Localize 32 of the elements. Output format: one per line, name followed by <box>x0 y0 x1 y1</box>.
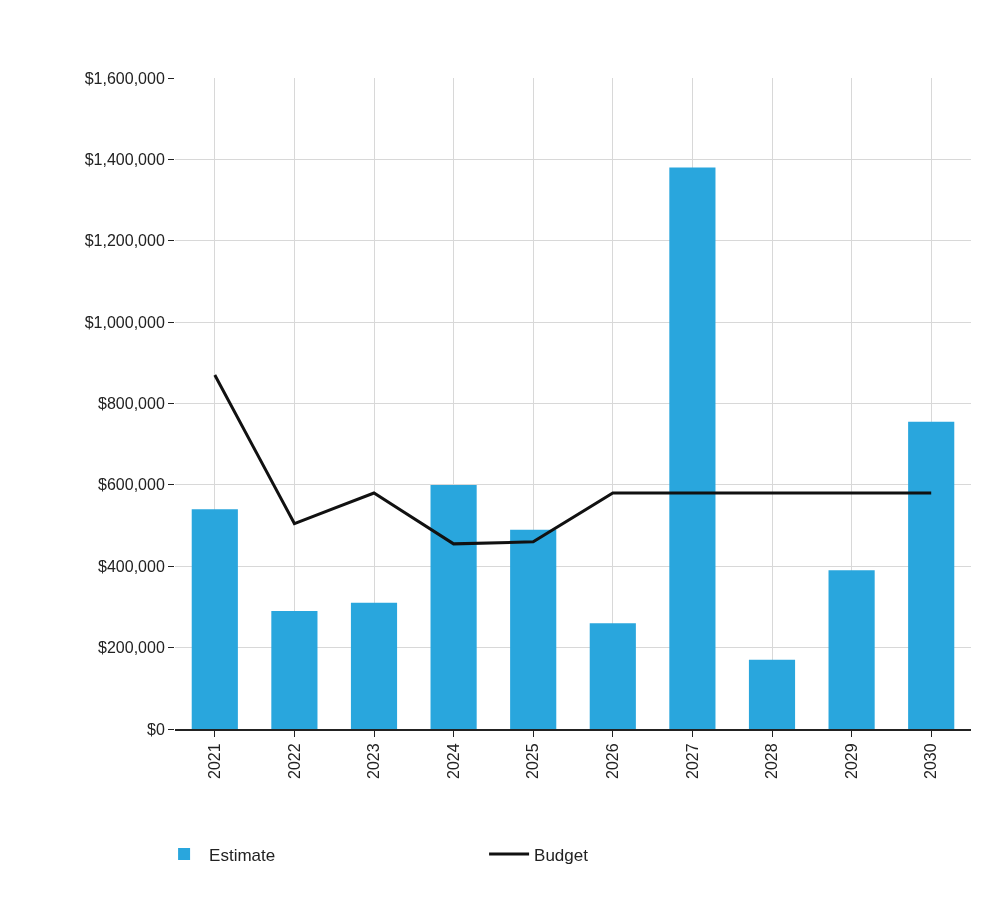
bar <box>748 659 796 729</box>
bar <box>271 611 318 729</box>
y-tick-label: $1,200,000 <box>84 232 165 250</box>
x-tick-label: 2028 <box>763 743 781 779</box>
x-tick-label: 2029 <box>842 743 860 779</box>
y-tick-label: $400,000 <box>98 557 165 575</box>
bar <box>510 529 557 729</box>
y-tick-label: $1,400,000 <box>84 150 165 168</box>
bar <box>828 570 875 729</box>
line-series <box>213 373 933 546</box>
legend-label: Budget <box>534 845 589 865</box>
bar <box>350 602 398 729</box>
x-tick-label: 2030 <box>922 743 940 779</box>
y-tick-label: $1,000,000 <box>84 313 165 331</box>
y-tick-label: $800,000 <box>98 395 165 413</box>
x-tick-label: 2024 <box>444 743 462 779</box>
bar <box>191 509 238 729</box>
x-tick-label: 2023 <box>365 743 383 779</box>
x-tick-label: 2025 <box>524 743 542 779</box>
bar <box>430 484 477 729</box>
x-tick-label: 2026 <box>604 743 621 779</box>
x-tick-label: 2027 <box>683 743 701 779</box>
bar <box>589 623 636 729</box>
y-tick-label: $200,000 <box>98 639 165 657</box>
bar <box>669 167 716 729</box>
y-tick-label: $0 <box>147 720 165 738</box>
x-tick-label: 2022 <box>285 743 303 779</box>
x-tick-label: 2021 <box>206 743 223 779</box>
legend-label: Estimate <box>209 845 276 865</box>
bar <box>908 421 955 729</box>
y-tick-label: $1,600,000 <box>84 69 165 87</box>
y-tick-label: $600,000 <box>98 476 165 494</box>
